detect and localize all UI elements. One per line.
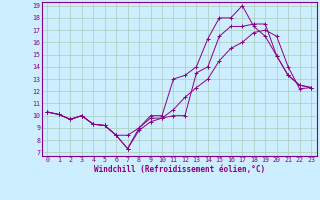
X-axis label: Windchill (Refroidissement éolien,°C): Windchill (Refroidissement éolien,°C) (94, 165, 265, 174)
